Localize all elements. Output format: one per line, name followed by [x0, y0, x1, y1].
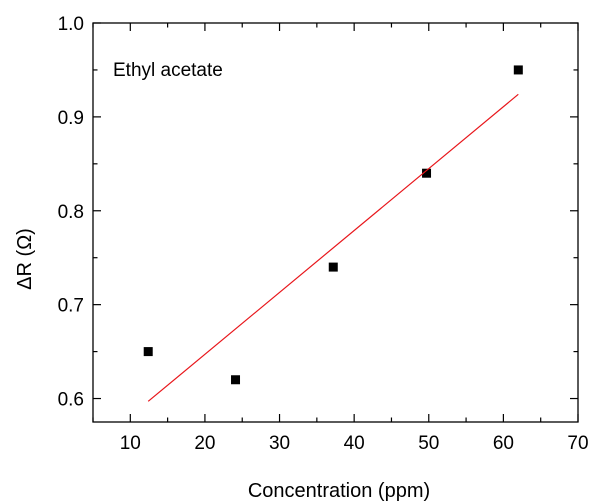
- fit-line: [147, 93, 519, 402]
- x-tick-label: 20: [194, 433, 215, 454]
- y-axis-title: ΔR (Ω): [14, 228, 36, 290]
- y-tick-label: 0.8: [58, 202, 84, 223]
- data-point: [328, 262, 338, 272]
- x-tick-label: 30: [269, 433, 290, 454]
- data-point: [513, 65, 523, 75]
- data-point: [231, 375, 241, 385]
- annotation-label: Ethyl acetate: [113, 60, 223, 81]
- y-tick-label: 0.6: [58, 390, 84, 411]
- y-tick-label: 0.9: [58, 108, 84, 129]
- data-point: [143, 347, 153, 357]
- plot-frame: [92, 22, 579, 423]
- x-tick-label: 70: [567, 433, 588, 454]
- data-point: [422, 168, 432, 178]
- plot-area: 10 20 30 40 50 60 70 0.6 0.7 0.8 0.9 1.0: [58, 14, 589, 454]
- y-tick-label: 1.0: [58, 14, 84, 35]
- x-axis-title: Concentration (ppm): [248, 480, 430, 502]
- x-tick-label: 60: [493, 433, 514, 454]
- x-tick-label: 10: [120, 433, 141, 454]
- y-tick-label: 0.7: [58, 296, 84, 317]
- x-tick-label: 50: [418, 433, 439, 454]
- x-tick-label: 40: [344, 433, 365, 454]
